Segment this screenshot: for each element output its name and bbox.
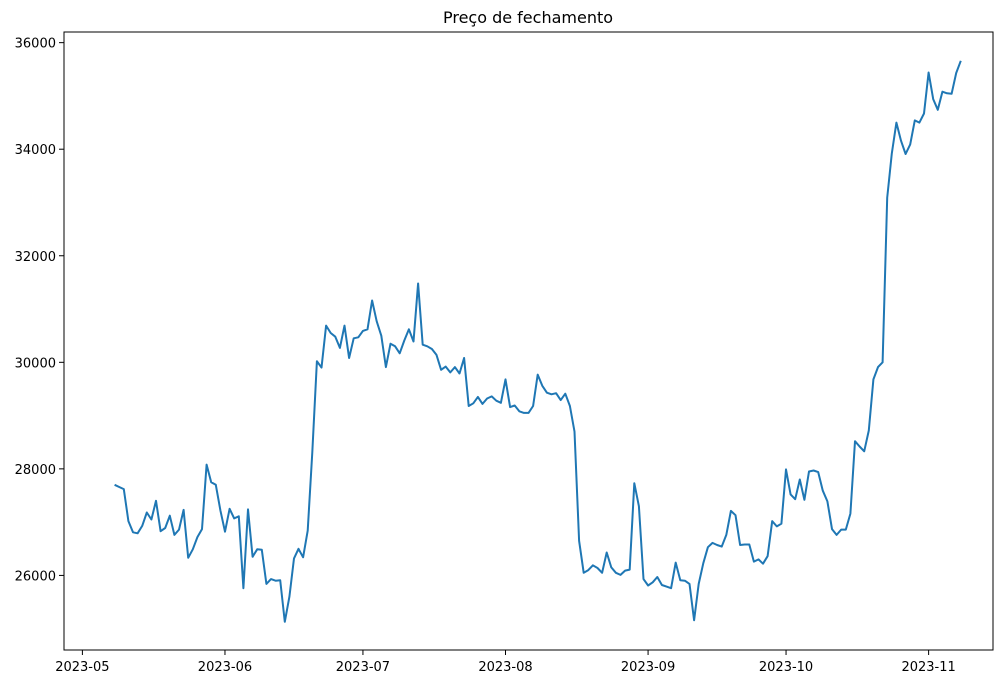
x-tick-label: 2023-06 — [198, 660, 252, 675]
x-tick-label: 2023-07 — [336, 660, 390, 675]
y-tick-label: 36000 — [15, 37, 56, 52]
y-axis-ticks: 26000 28000 30000 32000 34000 36000 — [15, 37, 64, 584]
x-tick-label: 2023-08 — [478, 660, 532, 675]
closing-price-line — [114, 60, 962, 623]
x-tick-label: 2023-11 — [901, 660, 955, 675]
chart-title: Preço de fechamento — [443, 8, 613, 27]
plot-frame — [63, 31, 994, 651]
x-axis-ticks: 2023-05 2023-06 2023-07 2023-08 2023-09 2023-… — [55, 650, 956, 675]
plot-axes — [63, 31, 994, 651]
x-tick-label: 2023-05 — [55, 660, 109, 675]
y-tick-label: 26000 — [15, 569, 56, 584]
x-tick-label: 2023-10 — [759, 660, 813, 675]
x-tick-label: 2023-09 — [621, 660, 675, 675]
y-tick-label: 32000 — [15, 250, 56, 265]
y-tick-label: 30000 — [15, 356, 56, 371]
y-tick-label: 28000 — [15, 463, 56, 478]
y-tick-label: 34000 — [15, 143, 56, 158]
